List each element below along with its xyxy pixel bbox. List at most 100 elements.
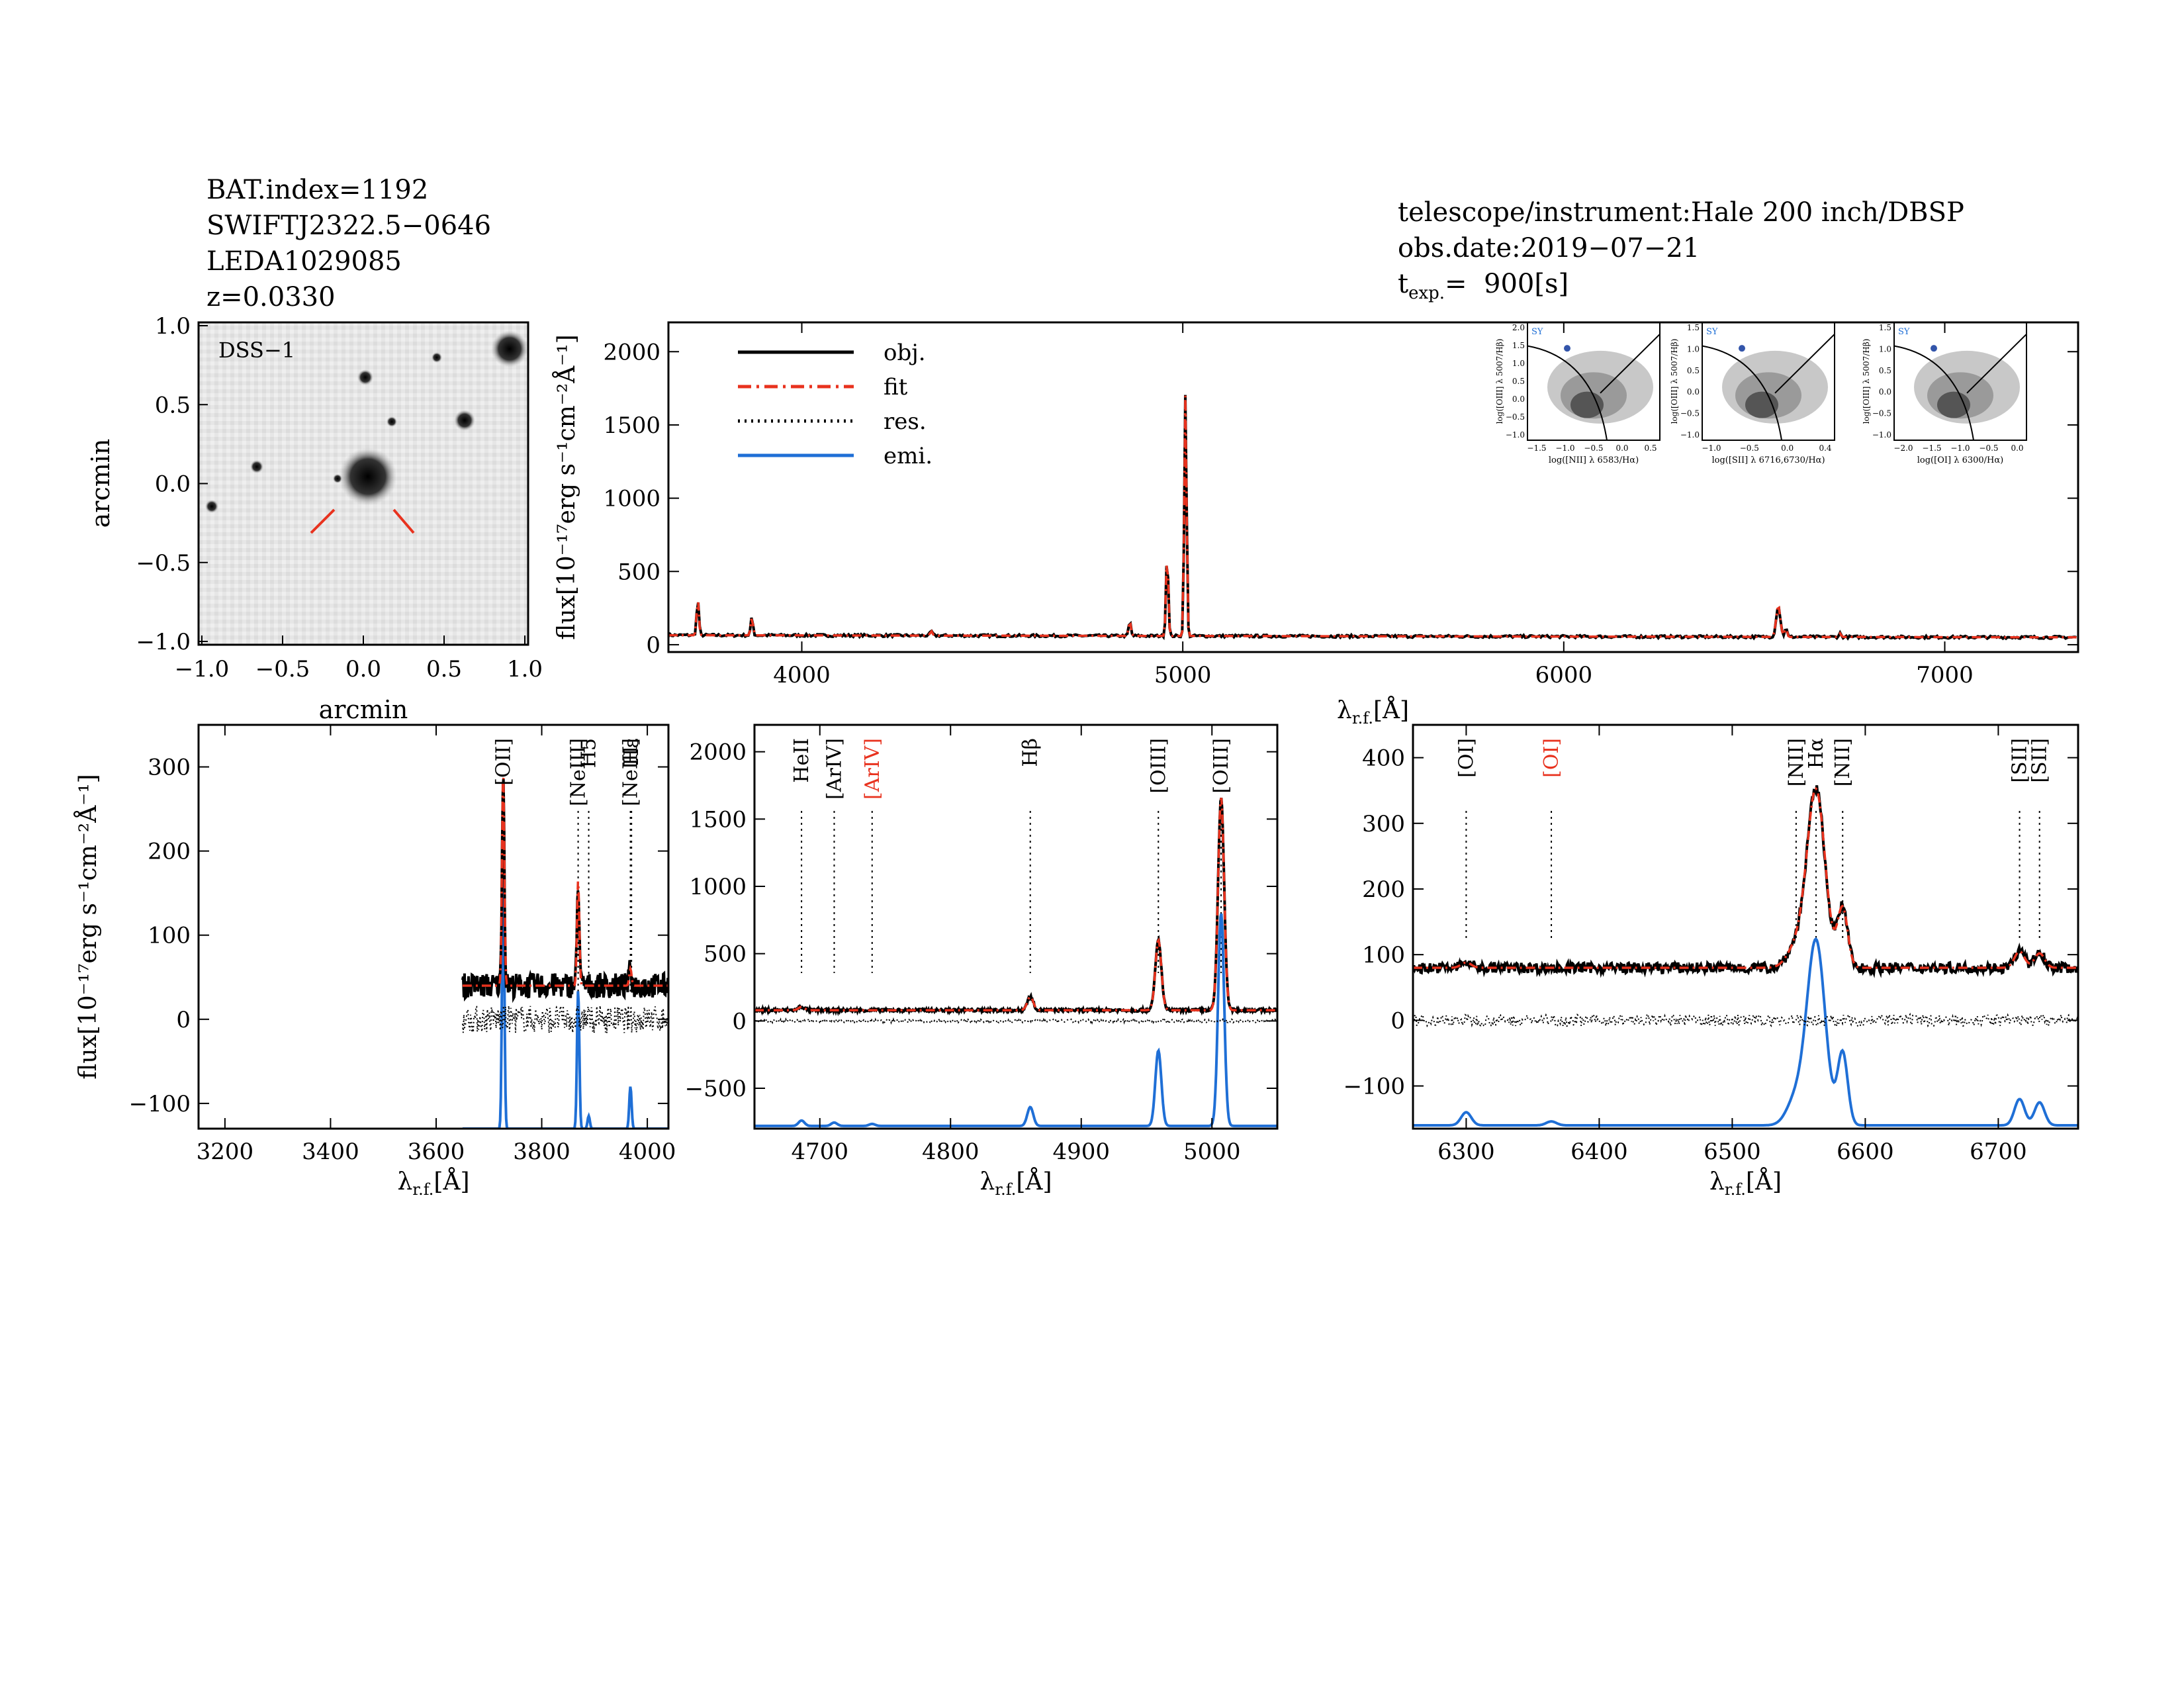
xtick-label: 6600 [1837, 1139, 1894, 1165]
xlabel: λr.f.[Å] [397, 1168, 469, 1199]
bpt-ytick-label: −0.5 [1506, 412, 1525, 422]
dss-ylabel: arcmin [86, 439, 115, 528]
bpt-xtick-label: −2.0 [1893, 444, 1913, 453]
line-label: Hα [1805, 738, 1828, 769]
residual-curve [461, 1006, 668, 1035]
main-xlabel: λr.f.[Å] [1337, 696, 1409, 727]
exposure-value: = 900[s] [1445, 269, 1569, 299]
bpt-tag: SY [1898, 327, 1910, 337]
legend: obj. fit res. emi. [738, 340, 933, 469]
xtick-label: 4000 [773, 662, 831, 688]
source-point [1739, 345, 1745, 352]
bpt-xtick-label: −1.0 [1555, 444, 1574, 453]
line-label: Hβ [1019, 738, 1042, 767]
ytick-label: −500 [685, 1076, 747, 1102]
observed-spectrum [668, 395, 2077, 641]
bpt-frame [1702, 322, 1835, 441]
fit-model [668, 395, 2077, 639]
header-left: BAT.index=1192 SWIFTJ2322.5−0646 LEDA10290… [206, 172, 491, 315]
bpt-ylabel: log([OIII] λ 5007/Hβ) [1495, 339, 1504, 424]
dss-ytick-label: 0.5 [155, 392, 191, 418]
ytick-label: 100 [1362, 942, 1405, 968]
bpt-inset: SY 1.5 1.0 0.5 0.0 −0.5 −1.0−1.0 −0.5 0.0 0.4 log(… [1670, 322, 1835, 465]
fit-model [1413, 786, 2078, 969]
density-contour [1570, 391, 1604, 418]
exposure-subscript: exp. [1408, 283, 1445, 303]
residual-curve [1413, 1012, 2078, 1029]
ytick-label: 300 [148, 755, 191, 781]
density-contour [1745, 391, 1778, 418]
xtick-label: 4900 [1052, 1139, 1110, 1165]
bpt-ytick-label: 1.5 [1687, 323, 1700, 332]
ytick-label: −100 [1343, 1074, 1405, 1100]
source-point [1564, 345, 1570, 352]
demarcation-curve [1894, 345, 1974, 440]
line-label: [SII] [2009, 738, 2032, 783]
observed-spectrum [1413, 785, 2078, 978]
xtick-label: 4700 [791, 1139, 848, 1165]
bpt-inset: SY1.51.00.50.0−0.5−1.0−2.0 −1.5 −1.0 −0.5 0.… [1862, 322, 2027, 465]
bpt-diagrams: SY2.01.51.00.50.0−0.5−1.0−1.5 −1.0 −0.5 0.0… [1495, 322, 2027, 465]
legend-label: res. [884, 408, 927, 435]
ytick-label: 2000 [689, 739, 747, 766]
seyfert-liner-line [1966, 334, 2026, 394]
fit-model [754, 797, 1277, 1011]
dss-image-panel: DSS−1 1.00.50.0−0.5−1.0−1.0 −0.5 0.0 0.5 1.0… [86, 313, 543, 724]
bpt-ytick-label: −1.0 [1680, 430, 1700, 440]
star [357, 369, 373, 385]
dss-xtick-label: 0.5 [426, 656, 462, 682]
bpt-ytick-label: −0.5 [1680, 409, 1700, 418]
bpt-ytick-label: 1.5 [1879, 323, 1891, 332]
xlabel: λr.f.[Å] [1709, 1168, 1782, 1199]
legend-label: obj. [884, 340, 926, 366]
dss-ytick-label: −0.5 [136, 550, 191, 577]
ytick-label: 2000 [603, 339, 660, 365]
bpt-frame [1893, 322, 2027, 441]
xtick-label: 3200 [197, 1139, 254, 1165]
dss-xtick-label: −0.5 [255, 656, 310, 682]
bpt-xtick-label: 0.0 [2011, 444, 2023, 453]
target-marker-right [392, 508, 415, 534]
dss-tick-labels: 1.0 0.5 0.0 −0.5 −1.0−1.0 −0.5 0.0 0.5 1.0 [136, 313, 543, 682]
line-label: [NeIII] [567, 738, 590, 806]
bpt-ytick-label: −0.5 [1872, 409, 1891, 418]
ytick-label: 1500 [603, 412, 660, 439]
target-galaxy [339, 447, 397, 506]
dss-xlabel: arcmin [319, 695, 408, 724]
line-label: [NII] [1831, 738, 1854, 786]
panel-zoom-ha-nii: 6300 6400 6500 6600 6700 −100 0 100 200 300 400 [OI… [1343, 724, 2079, 1199]
bpt-xtick-label: −0.5 [1740, 444, 1759, 453]
xtick-label: 3400 [302, 1139, 359, 1165]
xtick-label: 6700 [1970, 1139, 2027, 1165]
seyfert-liner-line [1774, 334, 1835, 394]
ytick-label: 200 [1362, 876, 1405, 903]
legend-label: emi. [884, 443, 933, 469]
bpt-ytick-label: 1.5 [1512, 341, 1525, 350]
ytick-label: 400 [1362, 745, 1405, 772]
dss-xtick-label: 1.0 [507, 656, 543, 682]
line-label: [NII] [1785, 738, 1808, 786]
line-label: [OII] [492, 738, 515, 786]
axes-frame [197, 724, 670, 1130]
bpt-xtick-label: −1.5 [1922, 444, 1941, 453]
ytick-label: 1500 [689, 806, 747, 833]
line-label: [SII] [2028, 738, 2052, 783]
seyfert-liner-line [1600, 334, 1660, 394]
ytick-label: 0 [646, 632, 660, 659]
bpt-xlabel: log([OI] λ 6300/Hα) [1917, 455, 2003, 465]
bpt-tag: SY [1531, 327, 1543, 337]
bpt-xtick-label: 0.0 [1781, 444, 1794, 453]
xtick-label: 5000 [1183, 1139, 1241, 1165]
demarcation-curve [1527, 345, 1608, 440]
xtick-label: 3800 [513, 1139, 570, 1165]
xtick-label: 3600 [408, 1139, 465, 1165]
panel-zoom-hb-oiii: 4700 4800 4900 5000 −500 0 500 1000 1500 2000 HeII… [685, 724, 1279, 1199]
line-label: HeII [790, 738, 813, 783]
bpt-ytick-label: −1.0 [1872, 430, 1891, 440]
axes-frame [667, 321, 2079, 653]
dss-xtick-label: 0.0 [345, 656, 381, 682]
bpt-ytick-label: 1.0 [1512, 359, 1525, 368]
xtick-label: 5000 [1154, 662, 1212, 688]
ytick-label: 100 [148, 923, 191, 949]
